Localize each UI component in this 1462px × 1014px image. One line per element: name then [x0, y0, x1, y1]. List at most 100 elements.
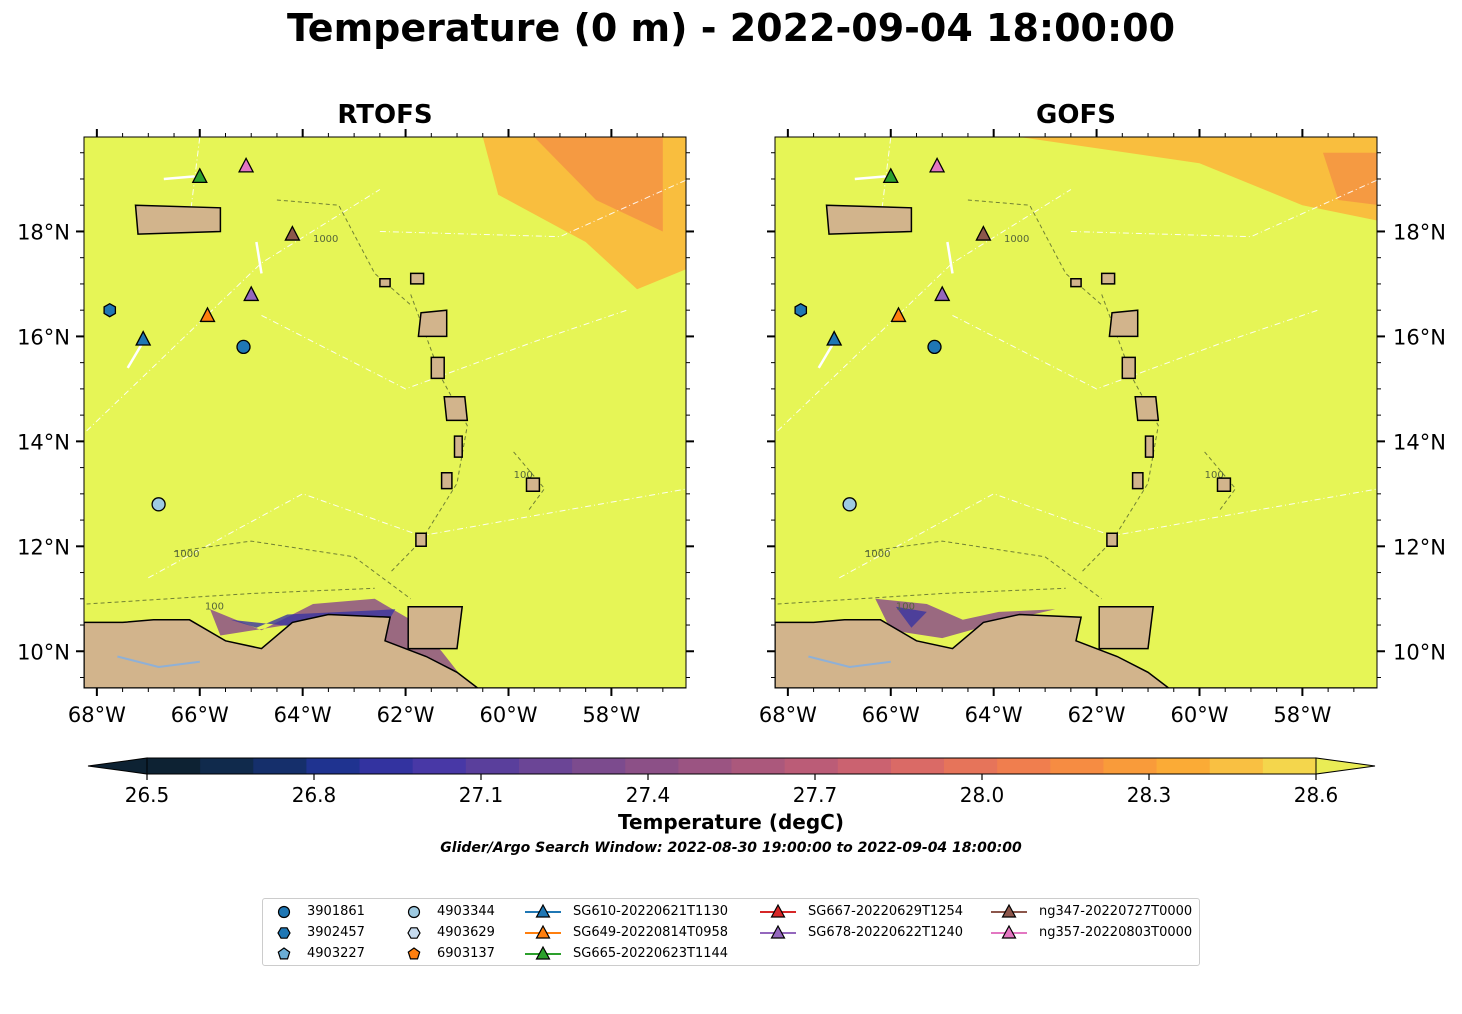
colorbar-segment — [1103, 758, 1158, 774]
eez-boundary — [379, 179, 686, 238]
colorbar-tick-label: 28.3 — [1127, 783, 1172, 807]
legend-label: 4903629 — [437, 925, 495, 940]
legend-marker-pentagon-icon — [407, 947, 421, 960]
colorbar-extend-max — [1315, 757, 1376, 775]
contour-label: 100 — [896, 601, 915, 612]
legend-label: ng347-20220727T0000 — [1039, 904, 1193, 919]
legend-label: SG610-20220621T1130 — [573, 904, 729, 919]
island — [1100, 272, 1116, 285]
obs-SG678-20220622T1240 — [934, 285, 951, 302]
island — [134, 204, 222, 235]
glider-track — [255, 241, 263, 274]
bathymetry-contour — [864, 540, 1102, 600]
eez-boundary — [952, 309, 1318, 390]
island — [1131, 472, 1144, 490]
obs-SG610-20220621T1130 — [135, 330, 152, 346]
legend-label: 6903137 — [437, 946, 495, 961]
legend: 3901861 3902457 4903227 4903344 4903629 69031… — [262, 898, 1200, 966]
legend-marker-triangle-line-icon — [760, 924, 796, 939]
lon-tick-label: 66°W — [862, 703, 920, 727]
bathymetry-contour — [967, 199, 1103, 306]
colorbar-segment — [253, 758, 307, 774]
lat-tick-label: 16°N — [17, 325, 70, 349]
warm-sst-core — [1323, 152, 1377, 205]
island — [1121, 356, 1136, 380]
legend-label: SG678-20220622T1240 — [808, 925, 964, 940]
lon-tick-label: 58°W — [1273, 703, 1331, 727]
legend-label: 3901861 — [307, 904, 365, 919]
colorbar-segment — [518, 758, 573, 774]
map-panel-rtofs: 1000 100 1000 100 — [84, 137, 686, 688]
obs-ng357-20220803T0000 — [238, 156, 255, 173]
legend-marker-circle-icon — [277, 905, 291, 919]
lon-tick-label: 60°W — [479, 703, 537, 727]
colorbar-label: Temperature (degC) — [618, 810, 844, 834]
obs-ng347-20220727T0000 — [284, 225, 301, 241]
colorbar-segment — [678, 758, 732, 774]
island — [1134, 396, 1160, 422]
legend-marker-hexagon-icon — [407, 927, 421, 939]
lon-tick-label: 60°W — [1170, 703, 1228, 727]
glider-track — [946, 241, 954, 274]
colorbar-segment — [944, 758, 998, 774]
obs-SG665-20220623T1144 — [882, 167, 899, 184]
contour-label: 100 — [514, 470, 533, 481]
colorbar-segment — [890, 758, 945, 774]
obs-SG678-20220622T1240 — [243, 285, 260, 302]
figure-title: Temperature (0 m) - 2022-09-04 18:00:00 — [286, 6, 1176, 50]
colorbar-tick-label: 28.0 — [960, 783, 1005, 807]
island — [430, 356, 445, 380]
lon-tick-label: 62°W — [377, 703, 435, 727]
colorbar-segment — [1156, 758, 1211, 774]
colorbar-tick-label: 27.7 — [793, 783, 838, 807]
colorbar-segment — [200, 758, 254, 774]
legend-marker-circle-icon — [407, 905, 421, 919]
colorbar-segment — [1262, 758, 1317, 774]
island — [1106, 532, 1118, 548]
lon-tick-label: 68°W — [759, 703, 817, 727]
island — [379, 277, 391, 288]
legend-marker-triangle-line-icon — [991, 924, 1027, 939]
lon-tick-label: 64°W — [274, 703, 332, 727]
glider-track — [163, 175, 195, 181]
glider-track — [126, 341, 145, 369]
legend-marker-pentagon-icon — [277, 947, 291, 960]
island — [443, 396, 469, 422]
south-america-land — [775, 613, 1377, 688]
river — [117, 655, 200, 669]
colorbar-segment — [731, 758, 786, 774]
colorbar-segment — [1209, 758, 1264, 774]
island — [417, 309, 448, 338]
lat-tick-label: 18°N — [1393, 220, 1446, 244]
eez-boundary — [86, 189, 381, 432]
island — [1070, 277, 1082, 288]
colorbar-tick-label: 27.4 — [626, 783, 671, 807]
island — [415, 532, 427, 548]
colorbar-tick-label: 28.6 — [1294, 783, 1339, 807]
obs-SG665-20220623T1144 — [191, 167, 208, 184]
island — [1144, 435, 1154, 458]
cold-sst-core — [895, 606, 927, 628]
legend-label: ng357-20220803T0000 — [1039, 925, 1193, 940]
lat-tick-label: 12°N — [17, 535, 70, 559]
legend-label: 4903344 — [437, 904, 495, 919]
colorbar-segment — [412, 758, 467, 774]
colorbar-tick-label: 26.5 — [125, 783, 170, 807]
island — [1216, 477, 1232, 492]
legend-marker-triangle-line-icon — [991, 903, 1027, 918]
lon-tick-label: 66°W — [171, 703, 229, 727]
island — [440, 472, 453, 490]
warm-sst-core — [534, 137, 663, 232]
colorbar-tick-label: 26.8 — [292, 783, 337, 807]
eez-boundary — [777, 189, 1072, 432]
colorbar-segment — [572, 758, 626, 774]
south-america-land — [84, 613, 686, 688]
cool-sst-region — [210, 598, 463, 678]
obs-3902457 — [103, 302, 117, 318]
legend-marker-hexagon-icon — [277, 927, 291, 939]
colorbar-segment — [306, 758, 361, 774]
eez-boundary — [1070, 179, 1377, 238]
glider-track — [817, 341, 836, 369]
